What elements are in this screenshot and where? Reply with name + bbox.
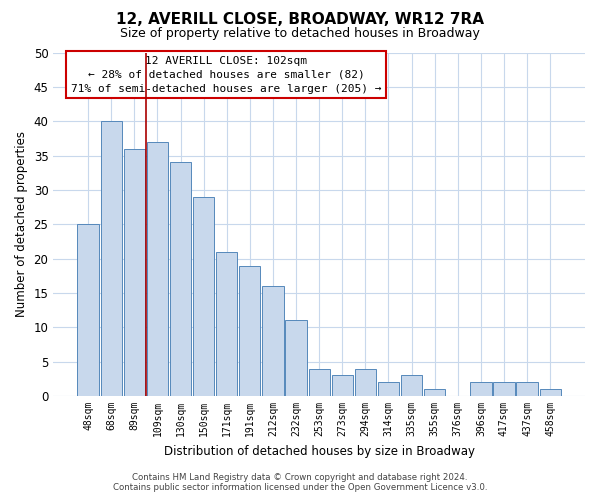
Text: 12, AVERILL CLOSE, BROADWAY, WR12 7RA: 12, AVERILL CLOSE, BROADWAY, WR12 7RA (116, 12, 484, 28)
Bar (147, 142, 168, 396)
Bar (216, 252, 238, 396)
Y-axis label: Number of detached properties: Number of detached properties (15, 132, 28, 318)
Bar (308, 368, 330, 396)
Bar (262, 286, 284, 396)
Bar (77, 224, 99, 396)
Bar (286, 320, 307, 396)
Bar (517, 382, 538, 396)
Text: 12 AVERILL CLOSE: 102sqm
← 28% of detached houses are smaller (82)
71% of semi-d: 12 AVERILL CLOSE: 102sqm ← 28% of detach… (71, 56, 382, 94)
Bar (101, 121, 122, 396)
Bar (493, 382, 515, 396)
Bar (539, 389, 561, 396)
Bar (470, 382, 491, 396)
Bar (239, 266, 260, 396)
Bar (170, 162, 191, 396)
Bar (193, 197, 214, 396)
Bar (401, 376, 422, 396)
Bar (355, 368, 376, 396)
Bar (424, 389, 445, 396)
Text: Size of property relative to detached houses in Broadway: Size of property relative to detached ho… (120, 28, 480, 40)
Bar (124, 148, 145, 396)
Bar (378, 382, 399, 396)
Bar (332, 376, 353, 396)
X-axis label: Distribution of detached houses by size in Broadway: Distribution of detached houses by size … (164, 444, 475, 458)
Text: Contains HM Land Registry data © Crown copyright and database right 2024.
Contai: Contains HM Land Registry data © Crown c… (113, 473, 487, 492)
